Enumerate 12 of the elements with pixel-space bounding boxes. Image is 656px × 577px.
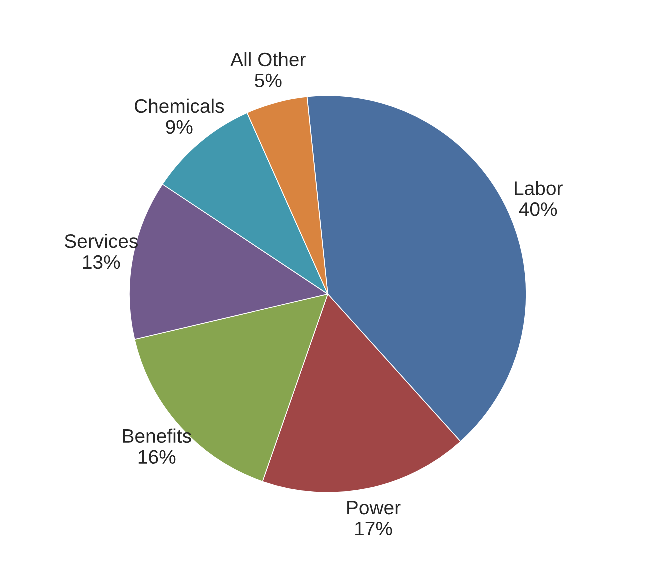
slice-label: Labor	[515, 181, 563, 196]
slice-label: Power	[348, 501, 401, 515]
data-label: 40%	[519, 202, 558, 216]
slice-label: All Other	[230, 52, 306, 67]
slice-label: Benefits	[123, 428, 192, 444]
data-label: 17%	[356, 522, 392, 536]
data-label: 13%	[83, 255, 120, 270]
slice-label: Services	[65, 234, 138, 248]
data-label: 5%	[255, 74, 282, 88]
data-label: 9%	[166, 120, 193, 134]
data-label: 16%	[138, 450, 176, 464]
slice-label: Chemicals	[134, 98, 224, 114]
